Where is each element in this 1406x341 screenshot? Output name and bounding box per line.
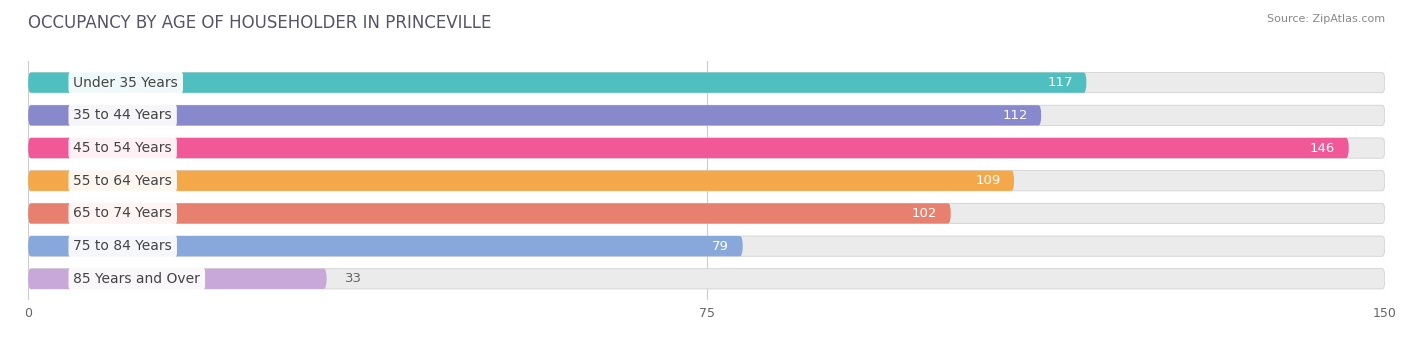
Text: 45 to 54 Years: 45 to 54 Years bbox=[73, 141, 172, 155]
FancyBboxPatch shape bbox=[28, 203, 950, 224]
FancyBboxPatch shape bbox=[28, 236, 742, 256]
Text: 117: 117 bbox=[1047, 76, 1073, 89]
FancyBboxPatch shape bbox=[28, 138, 1385, 158]
FancyBboxPatch shape bbox=[28, 138, 1348, 158]
FancyBboxPatch shape bbox=[28, 269, 326, 289]
Text: 65 to 74 Years: 65 to 74 Years bbox=[73, 206, 172, 220]
FancyBboxPatch shape bbox=[28, 105, 1042, 125]
FancyBboxPatch shape bbox=[28, 105, 1385, 125]
FancyBboxPatch shape bbox=[28, 203, 1385, 224]
Text: 109: 109 bbox=[976, 174, 1001, 187]
Text: OCCUPANCY BY AGE OF HOUSEHOLDER IN PRINCEVILLE: OCCUPANCY BY AGE OF HOUSEHOLDER IN PRINC… bbox=[28, 14, 492, 32]
FancyBboxPatch shape bbox=[28, 269, 1385, 289]
Text: 79: 79 bbox=[713, 240, 730, 253]
FancyBboxPatch shape bbox=[28, 170, 1014, 191]
Text: 75 to 84 Years: 75 to 84 Years bbox=[73, 239, 172, 253]
FancyBboxPatch shape bbox=[28, 73, 1385, 93]
Text: 146: 146 bbox=[1310, 142, 1336, 154]
Text: 85 Years and Over: 85 Years and Over bbox=[73, 272, 200, 286]
Text: 112: 112 bbox=[1002, 109, 1028, 122]
Text: 102: 102 bbox=[912, 207, 938, 220]
Text: 33: 33 bbox=[344, 272, 361, 285]
FancyBboxPatch shape bbox=[28, 170, 1385, 191]
Text: 55 to 64 Years: 55 to 64 Years bbox=[73, 174, 172, 188]
FancyBboxPatch shape bbox=[28, 236, 1385, 256]
Text: Source: ZipAtlas.com: Source: ZipAtlas.com bbox=[1267, 14, 1385, 24]
Text: 35 to 44 Years: 35 to 44 Years bbox=[73, 108, 172, 122]
FancyBboxPatch shape bbox=[28, 73, 1087, 93]
Text: Under 35 Years: Under 35 Years bbox=[73, 76, 179, 90]
